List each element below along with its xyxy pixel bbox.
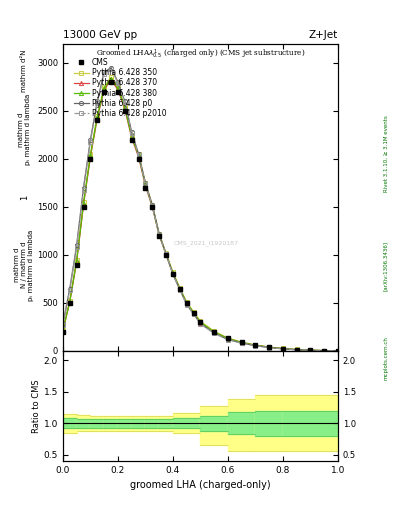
- Y-axis label: Ratio to CMS: Ratio to CMS: [32, 379, 41, 433]
- Legend: CMS, Pythia 6.428 350, Pythia 6.428 370, Pythia 6.428 380, Pythia 6.428 p0, Pyth: CMS, Pythia 6.428 350, Pythia 6.428 370,…: [72, 56, 168, 119]
- Text: 1: 1: [20, 195, 29, 200]
- Text: [arXiv:1306.3436]: [arXiv:1306.3436]: [383, 241, 388, 291]
- X-axis label: groomed LHA (charged-only): groomed LHA (charged-only): [130, 480, 271, 490]
- Text: Rivet 3.1.10, ≥ 3.1M events: Rivet 3.1.10, ≥ 3.1M events: [383, 115, 388, 192]
- Text: mcplots.cern.ch: mcplots.cern.ch: [383, 336, 388, 380]
- Text: CMS_2021_I1920187: CMS_2021_I1920187: [173, 241, 239, 246]
- Text: mathrm d
N / mathrm d
pₜ mathrm d lambda: mathrm d N / mathrm d pₜ mathrm d lambda: [15, 229, 34, 301]
- Text: mathrm d²N: mathrm d²N: [21, 50, 28, 92]
- Text: 13000 GeV pp: 13000 GeV pp: [63, 30, 137, 40]
- Text: Z+Jet: Z+Jet: [309, 30, 338, 40]
- Text: mathrm d
pₜ mathrm d lambda: mathrm d pₜ mathrm d lambda: [18, 94, 31, 165]
- Text: Groomed LHA$\lambda^1_{0.5}$ (charged only) (CMS jet substructure): Groomed LHA$\lambda^1_{0.5}$ (charged on…: [96, 48, 305, 61]
